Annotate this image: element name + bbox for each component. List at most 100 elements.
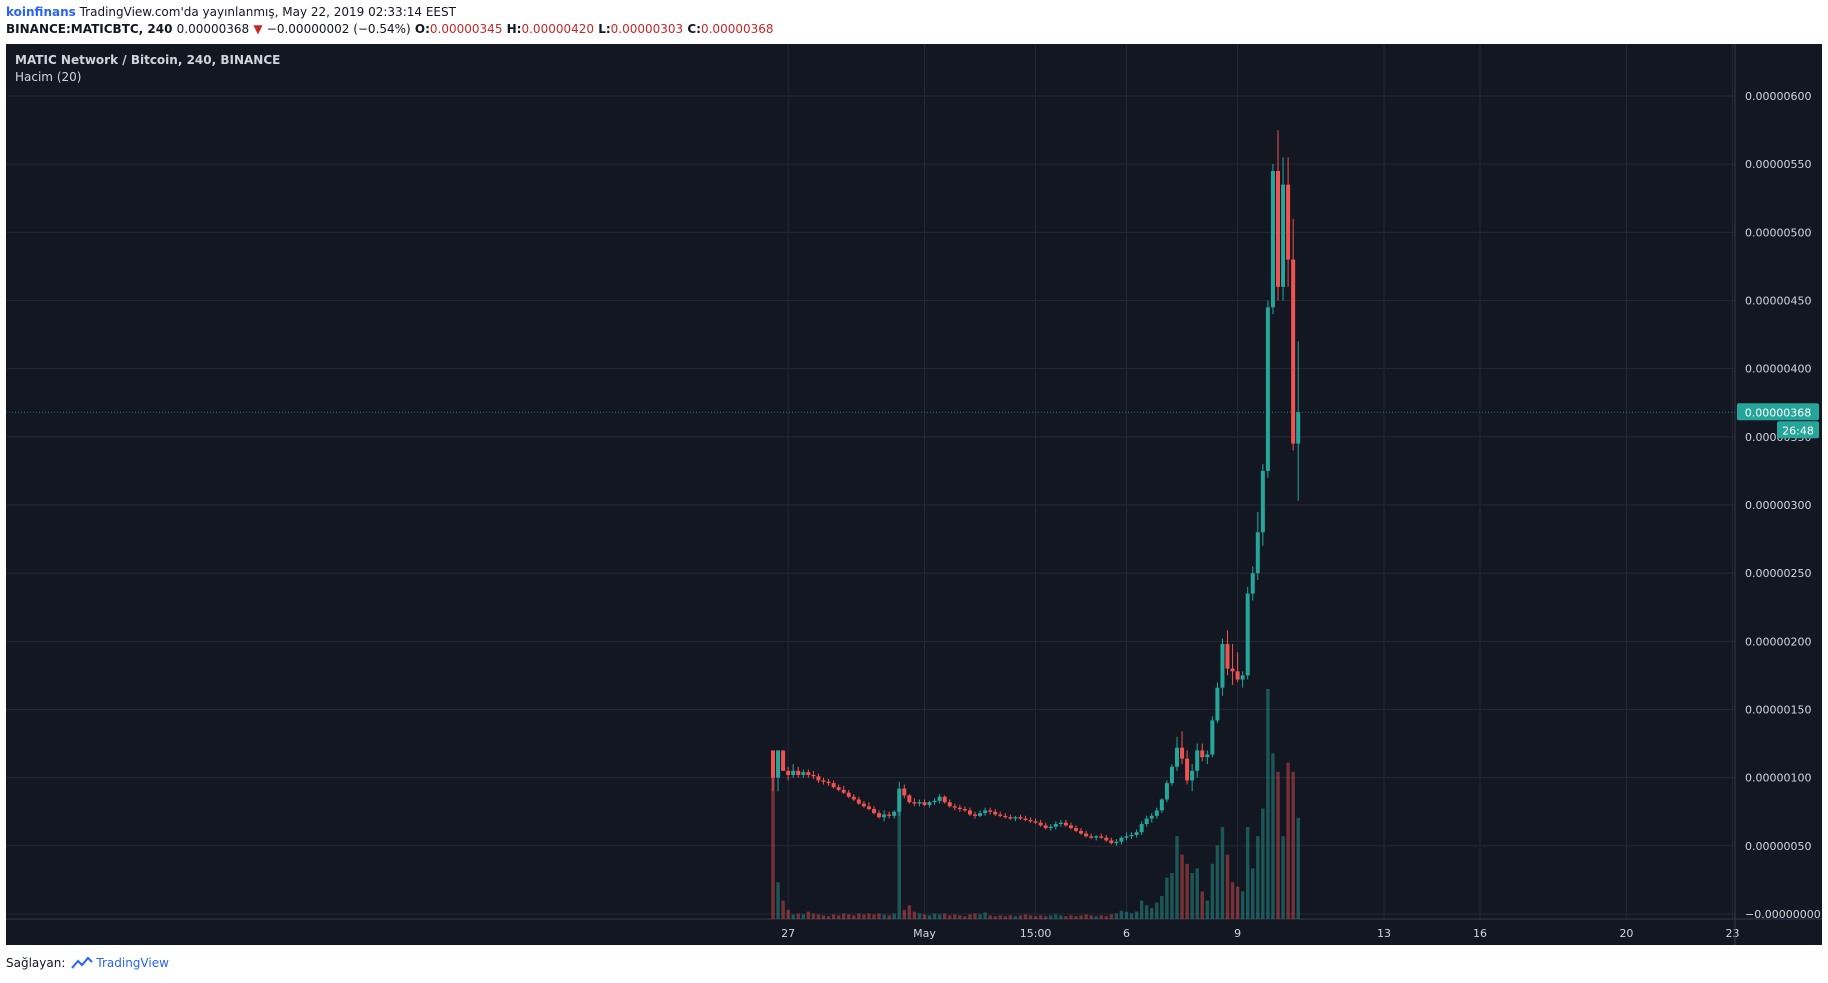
candle-body <box>1134 832 1139 835</box>
candle-body <box>1003 815 1008 818</box>
candle-body <box>1018 817 1023 819</box>
low-value: 0.00000303 <box>610 22 684 36</box>
candle-body <box>1119 837 1124 842</box>
y-tick-label: 0.00000050 <box>1745 840 1811 853</box>
volume-bar <box>1094 916 1098 919</box>
high-value: 0.00000420 <box>521 22 595 36</box>
volume-bar <box>1200 891 1204 919</box>
volume-bar <box>1165 877 1169 919</box>
candle-body <box>1023 818 1028 820</box>
y-tick-label: 0.00000300 <box>1745 499 1811 512</box>
candle-body <box>1190 770 1195 781</box>
volume-bar <box>842 913 846 919</box>
candle-body <box>983 810 988 814</box>
volume-bar <box>796 913 800 919</box>
volume-bar <box>887 915 891 919</box>
candle-body <box>1159 799 1164 811</box>
candle-body <box>952 806 957 808</box>
volume-bar <box>1109 914 1114 919</box>
y-tick-label: 0.00000250 <box>1745 567 1811 580</box>
volume-bar <box>776 882 780 919</box>
x-tick-label: 16 <box>1473 927 1487 940</box>
candle-body <box>872 809 876 814</box>
price-change: −0.00000002 (−0.54%) <box>266 22 411 36</box>
volume-bar <box>1190 873 1194 919</box>
candle-body <box>1205 754 1210 758</box>
candle-body <box>1043 825 1048 829</box>
candle-body <box>1063 822 1068 826</box>
candle-body <box>1013 817 1018 819</box>
candle-body <box>831 783 836 788</box>
candle-body <box>1074 828 1078 831</box>
volume-bar <box>1240 891 1245 919</box>
candle-body <box>1215 687 1220 721</box>
volume-bar <box>1003 916 1007 919</box>
candle-body <box>1008 817 1013 819</box>
volume-bar <box>1129 913 1134 919</box>
volume-bar <box>801 914 805 919</box>
low-label: L: <box>598 22 611 36</box>
candle-body <box>877 813 882 818</box>
x-tick-label: 9 <box>1234 927 1241 940</box>
tradingview-logo-icon <box>71 956 94 969</box>
candle-body <box>866 806 871 810</box>
candle-body <box>786 770 791 775</box>
tradingview-link[interactable]: TradingView <box>71 956 169 970</box>
volume-bar <box>1185 863 1189 919</box>
candle-body <box>1220 644 1225 688</box>
volume-bar <box>902 909 906 919</box>
volume-bar <box>1018 915 1023 919</box>
volume-bar <box>1251 868 1255 919</box>
x-tick-label: 6 <box>1123 927 1130 940</box>
candle-body <box>922 802 927 805</box>
volume-bar <box>1230 882 1235 919</box>
candle-body <box>826 781 831 784</box>
candle-body <box>821 780 826 782</box>
volume-bar <box>958 915 962 919</box>
author-name[interactable]: koinfinans <box>6 5 76 19</box>
last-price: 0.00000368 <box>176 22 250 36</box>
publish-info: TradingView.com'da yayınlanmış, May 22, … <box>79 5 456 19</box>
y-tick-label: 0.00000550 <box>1745 158 1811 171</box>
x-tick-label: 15:00 <box>1020 927 1052 940</box>
volume-bar <box>1114 913 1119 919</box>
candle-body <box>1281 184 1286 287</box>
volume-bar <box>836 915 841 919</box>
candle-body <box>1164 783 1169 800</box>
volume-bar <box>978 914 982 919</box>
volume-bar <box>826 916 831 919</box>
volume-bar <box>968 914 972 919</box>
chart-background <box>6 44 1822 945</box>
x-tick-label: 20 <box>1619 927 1633 940</box>
volume-bar <box>1038 915 1043 919</box>
candle-body <box>937 796 942 801</box>
volume-bar <box>1150 907 1154 919</box>
volume-bar <box>912 911 917 919</box>
candle-body <box>1068 825 1073 829</box>
candle-body <box>993 811 998 815</box>
volume-bar <box>907 905 912 919</box>
y-tick-label: 0.00000400 <box>1745 363 1811 376</box>
volume-bar <box>973 913 977 919</box>
candle-body <box>1154 810 1159 816</box>
candle-body <box>796 770 801 775</box>
candle-body <box>942 796 947 803</box>
candle-body <box>1250 573 1255 594</box>
x-tick-label: 27 <box>781 927 795 940</box>
volume-bar <box>882 914 886 919</box>
volume-bar <box>922 914 927 919</box>
candle-body <box>1079 830 1084 834</box>
candle-body <box>998 814 1003 816</box>
candle-body <box>861 803 866 807</box>
candle-body <box>882 814 887 818</box>
candle-body <box>1139 824 1144 833</box>
candle-body <box>1200 750 1205 758</box>
candle-body <box>1210 720 1215 755</box>
candle-body <box>1124 836 1129 838</box>
volume-bar <box>983 912 987 919</box>
volume-bar <box>821 915 826 919</box>
volume-legend: Hacim (20) <box>15 70 81 84</box>
candle-body <box>841 789 846 793</box>
candle-body <box>1180 747 1185 759</box>
